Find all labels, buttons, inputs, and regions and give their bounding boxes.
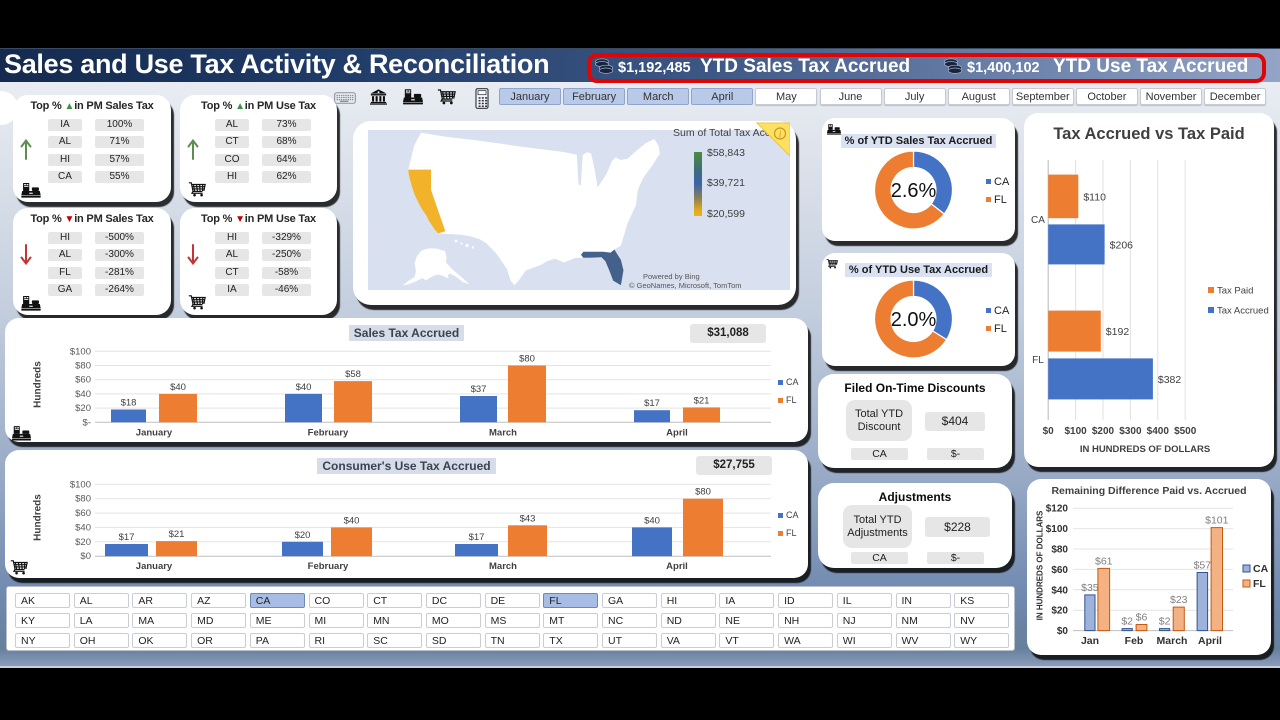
- svg-text:March: March: [1157, 635, 1188, 647]
- svg-text:$206: $206: [1110, 239, 1134, 251]
- svg-text:$-: $-: [83, 417, 91, 428]
- svg-text:$80: $80: [75, 494, 91, 505]
- svg-text:$43: $43: [520, 513, 536, 524]
- svg-text:$18: $18: [121, 398, 137, 409]
- svg-text:$20: $20: [75, 537, 91, 548]
- svg-text:$17: $17: [119, 532, 135, 543]
- svg-text:$40: $40: [644, 515, 660, 526]
- svg-text:Tax Paid: Tax Paid: [1217, 286, 1253, 297]
- svg-text:$40: $40: [75, 522, 91, 533]
- svg-text:Tax Accrued: Tax Accrued: [1217, 306, 1269, 317]
- svg-text:FL: FL: [1253, 578, 1266, 590]
- svg-text:$80: $80: [695, 487, 711, 498]
- svg-text:$20: $20: [75, 403, 91, 414]
- svg-text:CA: CA: [786, 377, 799, 387]
- svg-text:2.0%: 2.0%: [891, 309, 937, 331]
- svg-text:$61: $61: [1095, 555, 1113, 567]
- svg-text:$40: $40: [75, 389, 91, 400]
- svg-text:March: March: [489, 561, 517, 572]
- svg-text:Feb: Feb: [1125, 635, 1144, 647]
- svg-text:$57: $57: [1194, 559, 1212, 571]
- svg-text:$100: $100: [1064, 426, 1087, 437]
- svg-text:$382: $382: [1158, 374, 1182, 386]
- svg-text:$101: $101: [1205, 515, 1229, 527]
- svg-text:March: March: [489, 427, 517, 438]
- svg-text:2.6%: 2.6%: [891, 180, 937, 202]
- svg-text:$60: $60: [75, 375, 91, 386]
- svg-text:$500: $500: [1174, 426, 1197, 437]
- svg-text:$21: $21: [169, 529, 185, 540]
- svg-text:$60: $60: [1051, 565, 1068, 576]
- svg-text:$80: $80: [1051, 545, 1068, 556]
- svg-text:April: April: [1198, 635, 1222, 647]
- svg-text:$0: $0: [80, 551, 91, 562]
- svg-text:$120: $120: [1046, 504, 1069, 515]
- svg-text:$6: $6: [1136, 611, 1148, 623]
- svg-text:$37: $37: [471, 384, 487, 395]
- svg-text:$21: $21: [694, 395, 710, 406]
- svg-text:February: February: [308, 427, 349, 438]
- svg-text:February: February: [308, 561, 349, 572]
- svg-text:$40: $40: [170, 382, 186, 393]
- svg-text:Jan: Jan: [1081, 635, 1099, 647]
- svg-text:$200: $200: [1092, 426, 1115, 437]
- svg-text:$300: $300: [1119, 426, 1142, 437]
- svg-text:CA: CA: [1031, 215, 1045, 226]
- svg-text:January: January: [136, 561, 173, 572]
- svg-text:$0: $0: [1043, 426, 1055, 437]
- svg-text:FL: FL: [786, 528, 797, 538]
- svg-text:$400: $400: [1147, 426, 1170, 437]
- svg-text:FL: FL: [786, 395, 797, 405]
- svg-text:$60: $60: [75, 508, 91, 519]
- svg-text:$23: $23: [1170, 594, 1188, 606]
- svg-text:$40: $40: [1051, 585, 1068, 596]
- svg-text:$40: $40: [344, 515, 360, 526]
- svg-text:$58: $58: [345, 369, 361, 380]
- svg-text:$192: $192: [1106, 326, 1130, 338]
- svg-text:$100: $100: [70, 479, 91, 490]
- svg-text:$2: $2: [1121, 616, 1133, 628]
- svg-text:$17: $17: [644, 398, 660, 409]
- svg-text:CA: CA: [1253, 563, 1269, 575]
- svg-text:April: April: [666, 561, 688, 572]
- svg-text:IN HUNDREDS OF DOLLARS: IN HUNDREDS OF DOLLARS: [1080, 444, 1210, 455]
- svg-text:$100: $100: [1046, 524, 1069, 535]
- svg-text:$2: $2: [1159, 616, 1171, 628]
- svg-text:$20: $20: [1051, 606, 1068, 617]
- svg-text:$80: $80: [75, 361, 91, 372]
- svg-text:$100: $100: [70, 346, 91, 357]
- svg-text:$20: $20: [295, 530, 311, 541]
- svg-text:April: April: [666, 427, 688, 438]
- svg-text:CA: CA: [786, 510, 799, 520]
- svg-text:$80: $80: [519, 354, 535, 365]
- svg-text:January: January: [136, 427, 173, 438]
- svg-text:$40: $40: [296, 382, 312, 393]
- svg-text:$17: $17: [469, 532, 485, 543]
- svg-text:$0: $0: [1057, 626, 1069, 637]
- svg-text:FL: FL: [1032, 355, 1044, 366]
- svg-text:$35: $35: [1081, 582, 1099, 594]
- svg-text:$110: $110: [1083, 191, 1106, 203]
- svg-text:i: i: [779, 130, 782, 141]
